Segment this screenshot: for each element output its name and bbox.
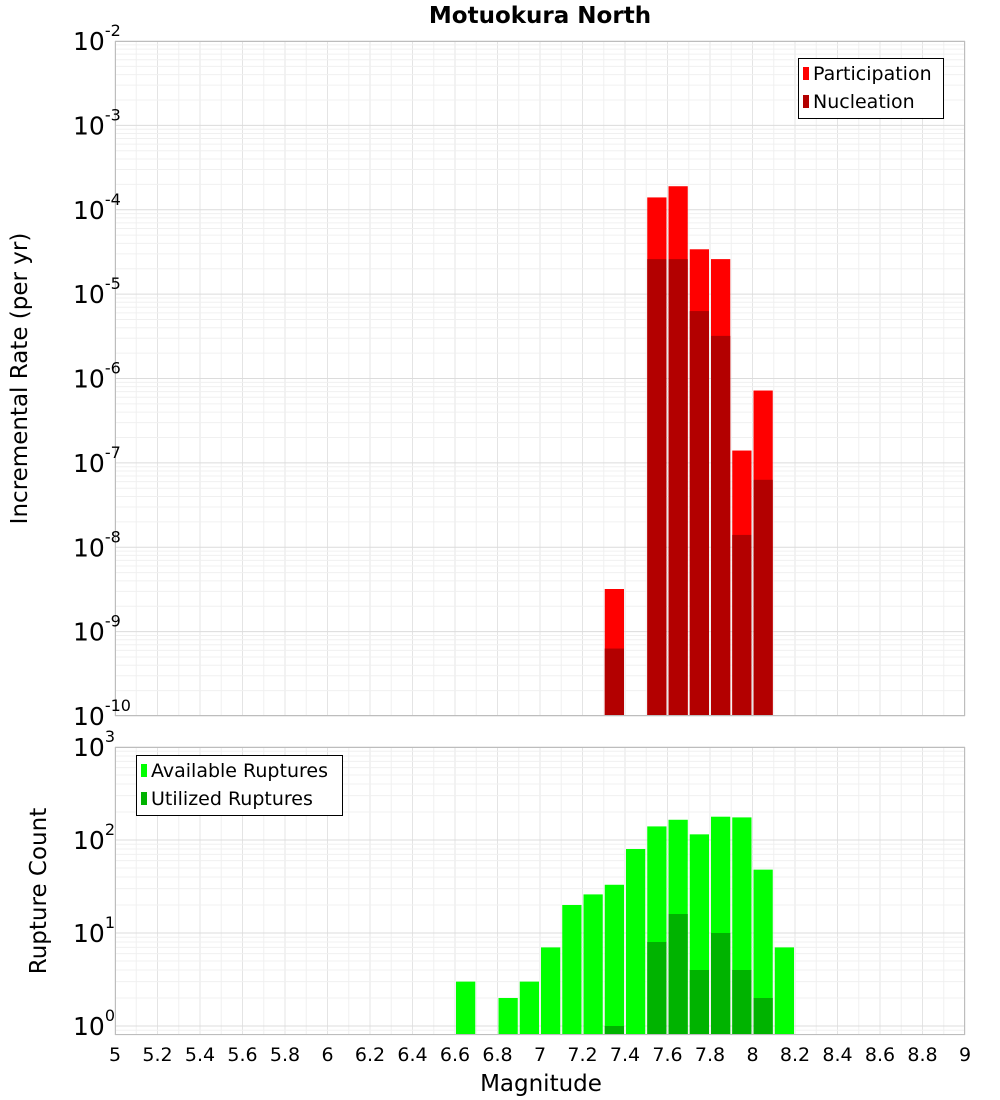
y-tick-label: 102 [73, 820, 115, 855]
bar-available-ruptures [498, 997, 518, 1035]
x-tick-label: 7 [534, 1044, 546, 1066]
y-tick-exponent: -8 [105, 527, 121, 546]
bar-utilized-ruptures [689, 969, 709, 1035]
bar-nucleation [668, 259, 688, 716]
bar-nucleation [732, 534, 752, 716]
y-tick-exponent: 1 [105, 913, 115, 932]
y-tick-label: 10-2 [73, 21, 121, 56]
bar-utilized-ruptures [753, 997, 773, 1035]
y-tick-label: 10-5 [73, 274, 121, 309]
bar-utilized-ruptures [604, 1025, 624, 1035]
bar-available-ruptures [519, 981, 539, 1035]
legend-swatch [141, 764, 147, 777]
legend-swatch [803, 67, 809, 80]
legend-label: Available Ruptures [151, 760, 328, 782]
y-tick-exponent: -4 [105, 190, 121, 209]
y-tick-exponent: -2 [105, 21, 121, 40]
x-tick-label: 6.4 [397, 1044, 427, 1066]
x-tick-label: 9 [959, 1044, 971, 1066]
series-2-bars [604, 259, 773, 716]
x-tick-label: 5.6 [227, 1044, 257, 1066]
y-tick-exponent: -7 [105, 443, 121, 462]
x-tick-label: 8.8 [907, 1044, 937, 1066]
y-tick-label: 10-7 [73, 443, 121, 478]
x-tick-label: 6.6 [440, 1044, 470, 1066]
bar-available-ruptures [562, 904, 582, 1035]
y-tick-label: 10-6 [73, 359, 121, 394]
series-1-bars [456, 816, 794, 1035]
bar-utilized-ruptures [732, 969, 752, 1035]
x-tick-label: 8.2 [780, 1044, 810, 1066]
plot-border [115, 747, 965, 1035]
bar-available-ruptures [456, 981, 476, 1035]
bar-utilized-ruptures [711, 932, 731, 1035]
legend: Participation Nucleation [798, 58, 944, 119]
y-tick-exponent: 0 [105, 1006, 115, 1025]
bar-utilized-ruptures [647, 942, 667, 1035]
y-tick-exponent: 3 [105, 727, 115, 746]
y-tick-label: 10-10 [73, 696, 131, 731]
x-tick-label: 8.6 [865, 1044, 895, 1066]
bar-available-ruptures [604, 884, 624, 1035]
x-tick-label: 7.2 [567, 1044, 597, 1066]
x-tick-label: 6 [321, 1044, 333, 1066]
x-tick-label: 8.4 [822, 1044, 852, 1066]
legend: Available Ruptures Utilized Ruptures [136, 755, 343, 816]
y-tick-exponent: -5 [105, 274, 121, 293]
y-tick-exponent: -9 [105, 612, 121, 631]
y-tick-label: 10-8 [73, 527, 121, 562]
y-tick-label: 10-4 [73, 190, 121, 225]
bar-available-ruptures [541, 947, 561, 1035]
bar-available-ruptures [753, 869, 773, 1035]
x-tick-label: 6.8 [482, 1044, 512, 1066]
legend-label: Participation [813, 63, 932, 85]
y-tick-exponent: 2 [105, 820, 115, 839]
gridlines [114, 40, 966, 717]
legend-label: Nucleation [813, 91, 915, 113]
x-tick-label: 7.6 [652, 1044, 682, 1066]
y-tick-exponent: -10 [105, 696, 131, 715]
series-2-bars [604, 914, 773, 1035]
x-tick-label: 7.8 [695, 1044, 725, 1066]
y-tick-exponent: -6 [105, 359, 121, 378]
x-tick-label: 6.2 [355, 1044, 385, 1066]
bar-nucleation [604, 648, 624, 716]
x-tick-label: 5.8 [270, 1044, 300, 1066]
legend-swatch [141, 792, 147, 805]
bar-available-ruptures [626, 849, 646, 1035]
x-tick-label: 5.2 [142, 1044, 172, 1066]
bar-nucleation [689, 311, 709, 716]
y-axis-title: Incremental Rate (per yr) [7, 233, 33, 525]
bar-nucleation [753, 479, 773, 716]
y-tick-label: 10-3 [73, 105, 121, 140]
y-tick-label: 103 [73, 727, 115, 762]
x-tick-label: 5 [109, 1044, 121, 1066]
y-tick-label: 100 [73, 1006, 115, 1041]
bar-available-ruptures [583, 894, 603, 1035]
legend-label: Utilized Ruptures [151, 788, 313, 810]
x-tick-label: 7.4 [610, 1044, 640, 1066]
chart-title: Motuokura North [429, 3, 651, 29]
x-tick-label: 8 [746, 1044, 758, 1066]
bar-nucleation [647, 259, 667, 716]
legend-box [136, 755, 343, 816]
bar-nucleation [711, 335, 731, 716]
plot-border [115, 41, 965, 716]
x-axis-title: Magnitude [480, 1071, 602, 1097]
x-tick-label: 5.4 [185, 1044, 215, 1066]
bar-utilized-ruptures [668, 914, 688, 1035]
y-tick-exponent: -3 [105, 105, 121, 124]
y-tick-label: 101 [73, 913, 115, 948]
y-axis-title: Rupture Count [26, 808, 52, 974]
legend-swatch [803, 95, 809, 108]
x-axis: 5 5.2 5.4 5.6 5.8 6 6.2 6.4 6.6 6.8 7 7.2 7.4 7.6 7.8 8… [109, 1044, 971, 1097]
y-tick-label: 10-9 [73, 612, 121, 647]
legend-box [798, 58, 944, 119]
chart-panel-1: 10-10 10-9 10-8 10-7 10-6 10-5 10-4 10-3 10-2 Inc… [7, 3, 966, 731]
bar-available-ruptures [774, 947, 794, 1035]
